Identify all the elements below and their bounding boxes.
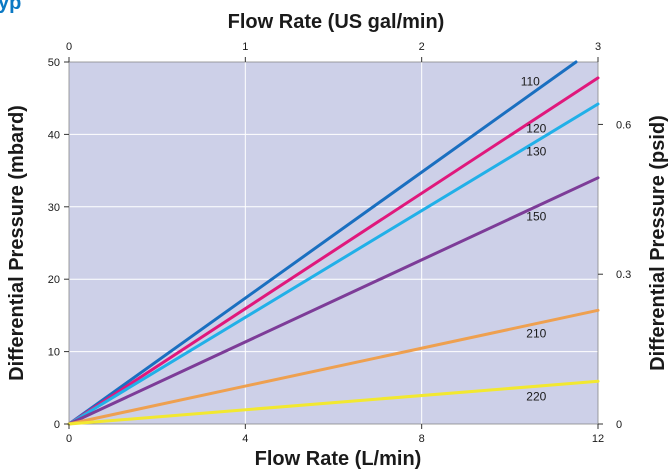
x-tick-label: 8 — [419, 433, 425, 445]
series-label-120: 120 — [526, 121, 546, 135]
clipped-header-text: yp — [0, 0, 21, 14]
y-tick-label: 30 — [48, 202, 60, 214]
series-label-110: 110 — [521, 74, 540, 88]
x2-tick-label: 2 — [419, 41, 425, 53]
series-line-220 — [67, 379, 600, 426]
series-label-150: 150 — [526, 210, 546, 224]
plot-border — [68, 61, 599, 425]
series-label-220: 220 — [526, 389, 546, 403]
x2-tick-label: 1 — [242, 41, 248, 53]
y2-tick-label: 0.3 — [616, 269, 631, 281]
x-axis-title: Flow Rate (L/min) — [255, 448, 422, 470]
x-tick-label: 12 — [592, 433, 604, 445]
y2-tick-label: 0.6 — [616, 119, 631, 131]
x2-tick-label: 0 — [66, 41, 72, 53]
series-group: 110 120 130 150 210 220 — [67, 60, 600, 426]
y2-axis-title: Differential Pressure (psid) — [647, 115, 669, 371]
x2-axis-title: Flow Rate (US gal/min) — [228, 11, 445, 33]
y-tick-label: 0 — [54, 419, 60, 431]
plot-area — [68, 61, 599, 425]
series-line-210 — [67, 308, 600, 426]
x-tick-label: 0 — [66, 433, 72, 445]
series-line-130 — [67, 102, 600, 426]
x2-tick-label: 3 — [595, 41, 601, 53]
y-axis-title: Differential Pressure (mbard) — [6, 105, 28, 381]
x-tick-label: 4 — [242, 433, 248, 445]
series-line-120 — [67, 76, 600, 426]
y-tick-label: 50 — [48, 57, 60, 69]
y-tick-label: 10 — [48, 347, 60, 359]
series-line-110 — [67, 60, 578, 426]
y-tick-label: 40 — [48, 129, 60, 141]
series-line-150 — [67, 176, 600, 426]
series-label-130: 130 — [526, 144, 546, 158]
series-label-210: 210 — [526, 327, 546, 341]
y-tick-label: 20 — [48, 274, 60, 286]
y2-tick-label: 0 — [616, 419, 622, 431]
plot-background — [69, 62, 598, 424]
